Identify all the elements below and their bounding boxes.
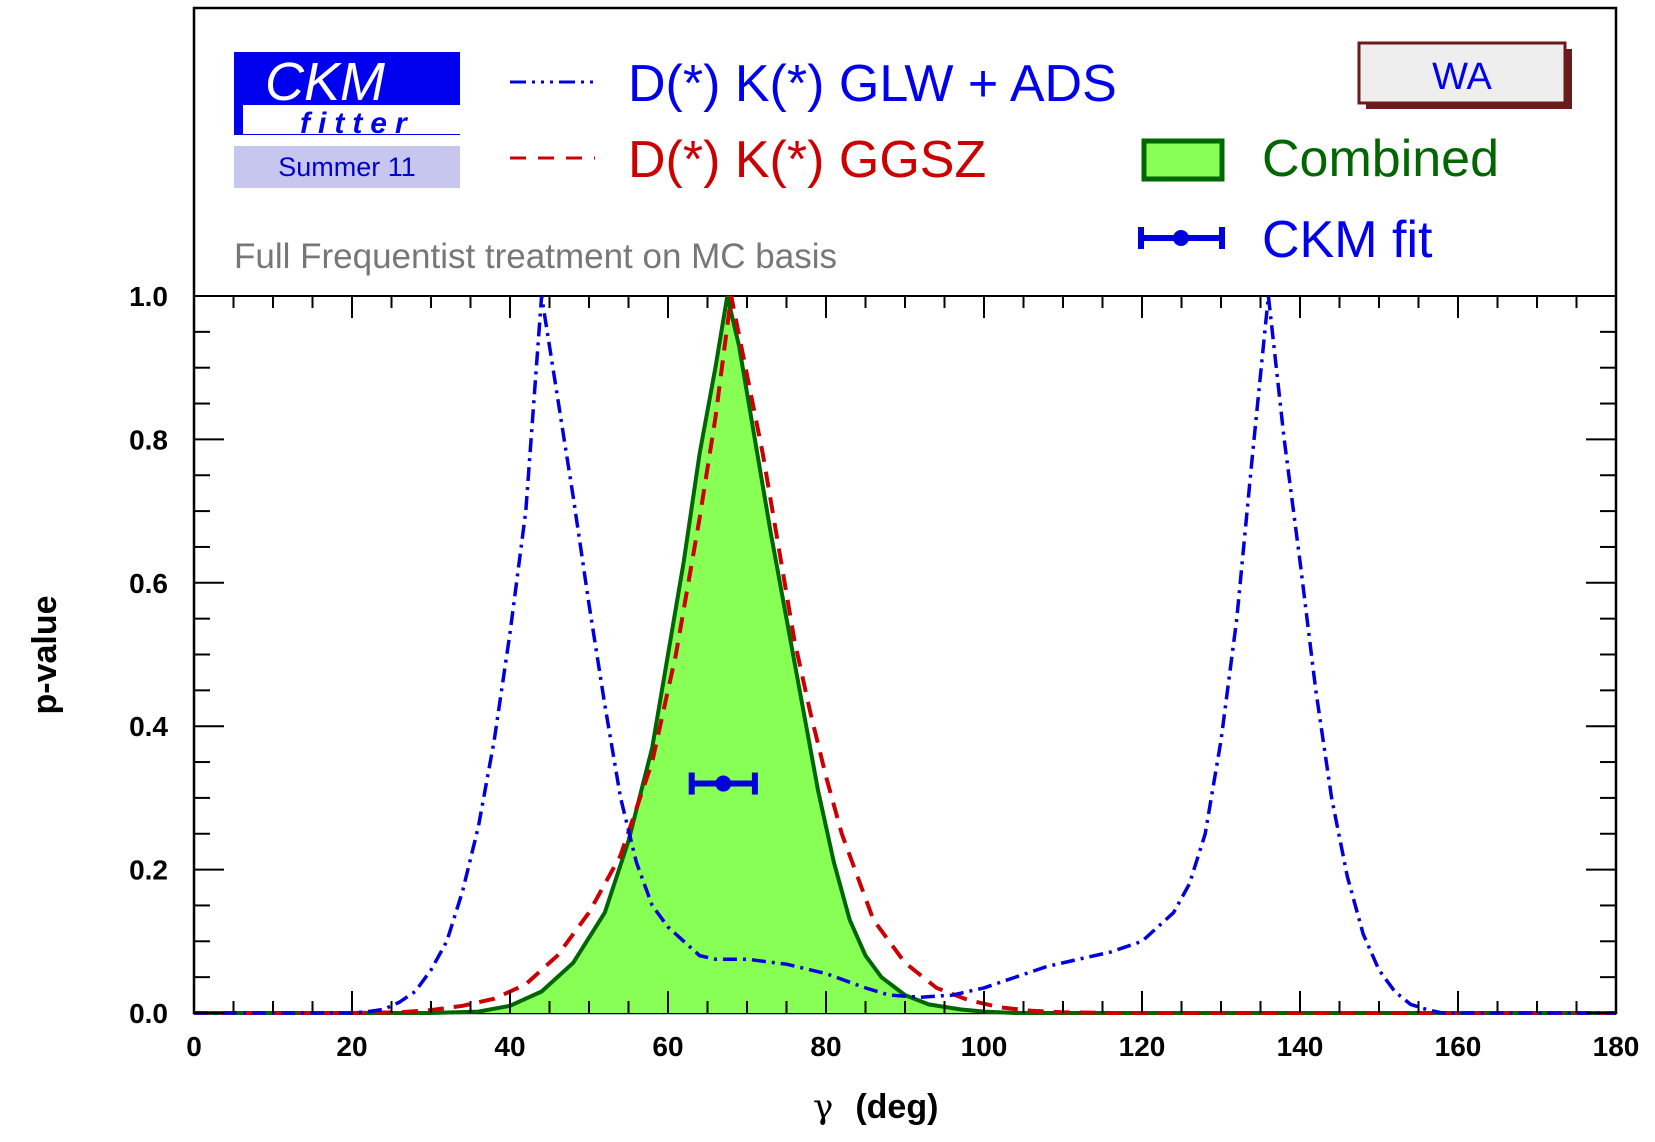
x-tick-label: 140 <box>1277 1031 1324 1062</box>
glw-ads-line <box>194 295 1616 1015</box>
x-tick-label: 100 <box>961 1031 1008 1062</box>
ckm-fit-marker <box>688 772 758 795</box>
x-axis-symbol: γ <box>813 1087 833 1127</box>
logo-badge-text: Summer 11 <box>278 152 416 182</box>
legend-combined-swatch <box>1141 138 1225 182</box>
x-tick-label: 160 <box>1435 1031 1482 1062</box>
y-tick-label: 0.2 <box>129 855 168 886</box>
glw-ads-series <box>194 295 1616 1015</box>
wa-tag-box <box>1357 41 1567 105</box>
x-tick-label: 120 <box>1119 1031 1166 1062</box>
y-tick-label: 0.0 <box>129 998 168 1029</box>
method-note: Full Frequentist treatment on MC basis <box>234 237 837 276</box>
x-tick-label: 0 <box>186 1031 202 1062</box>
wa-tag: WA <box>1357 41 1572 109</box>
legend-ckm-fit-label: CKM fit <box>1262 211 1433 269</box>
x-tick-label: 180 <box>1593 1031 1640 1062</box>
legend-ckm-fit-swatch <box>1138 227 1225 249</box>
ckmfitter-logo: CKM fitter Summer 11 <box>234 52 460 188</box>
y-axis-title: p-value <box>26 595 64 714</box>
y-tick-label: 0.8 <box>129 424 168 455</box>
x-tick-labels: 0 20 40 60 80 100 120 140 160 180 <box>186 1031 1639 1062</box>
axis-ticks <box>193 295 1617 1014</box>
y-tick-label: 0.6 <box>129 568 168 599</box>
y-tick-labels: 0.0 0.2 0.4 0.6 0.8 1.0 <box>129 281 168 1029</box>
ggsz-series <box>194 295 1616 1015</box>
combined-series <box>194 295 1616 1015</box>
x-tick-label: 60 <box>652 1031 683 1062</box>
x-tick-label: 80 <box>810 1031 841 1062</box>
y-tick-label: 0.4 <box>129 711 168 742</box>
wa-tag-text: WA <box>1432 56 1492 98</box>
x-axis-unit: (deg) <box>855 1088 938 1126</box>
legend-ggsz-label: D(*) K(*) GGSZ <box>628 131 986 189</box>
combined-line <box>194 295 1616 1015</box>
logo-ckm-text: CKM <box>265 52 385 112</box>
legend: D(*) K(*) GLW + ADS D(*) K(*) GGSZ Combi… <box>510 55 1499 269</box>
logo-white-band <box>243 105 460 134</box>
logo-badge <box>234 146 460 188</box>
legend-glw-ads-label: D(*) K(*) GLW + ADS <box>628 55 1117 113</box>
ggsz-line <box>194 295 1616 1015</box>
x-tick-label: 40 <box>494 1031 525 1062</box>
x-axis-title: γ (deg) <box>813 1087 938 1127</box>
y-tick-label: 1.0 <box>129 281 168 312</box>
legend-combined-label: Combined <box>1262 130 1499 188</box>
logo-fitter-text: fitter <box>300 107 415 140</box>
ckm-fit-point <box>715 775 732 792</box>
x-tick-label: 20 <box>336 1031 367 1062</box>
